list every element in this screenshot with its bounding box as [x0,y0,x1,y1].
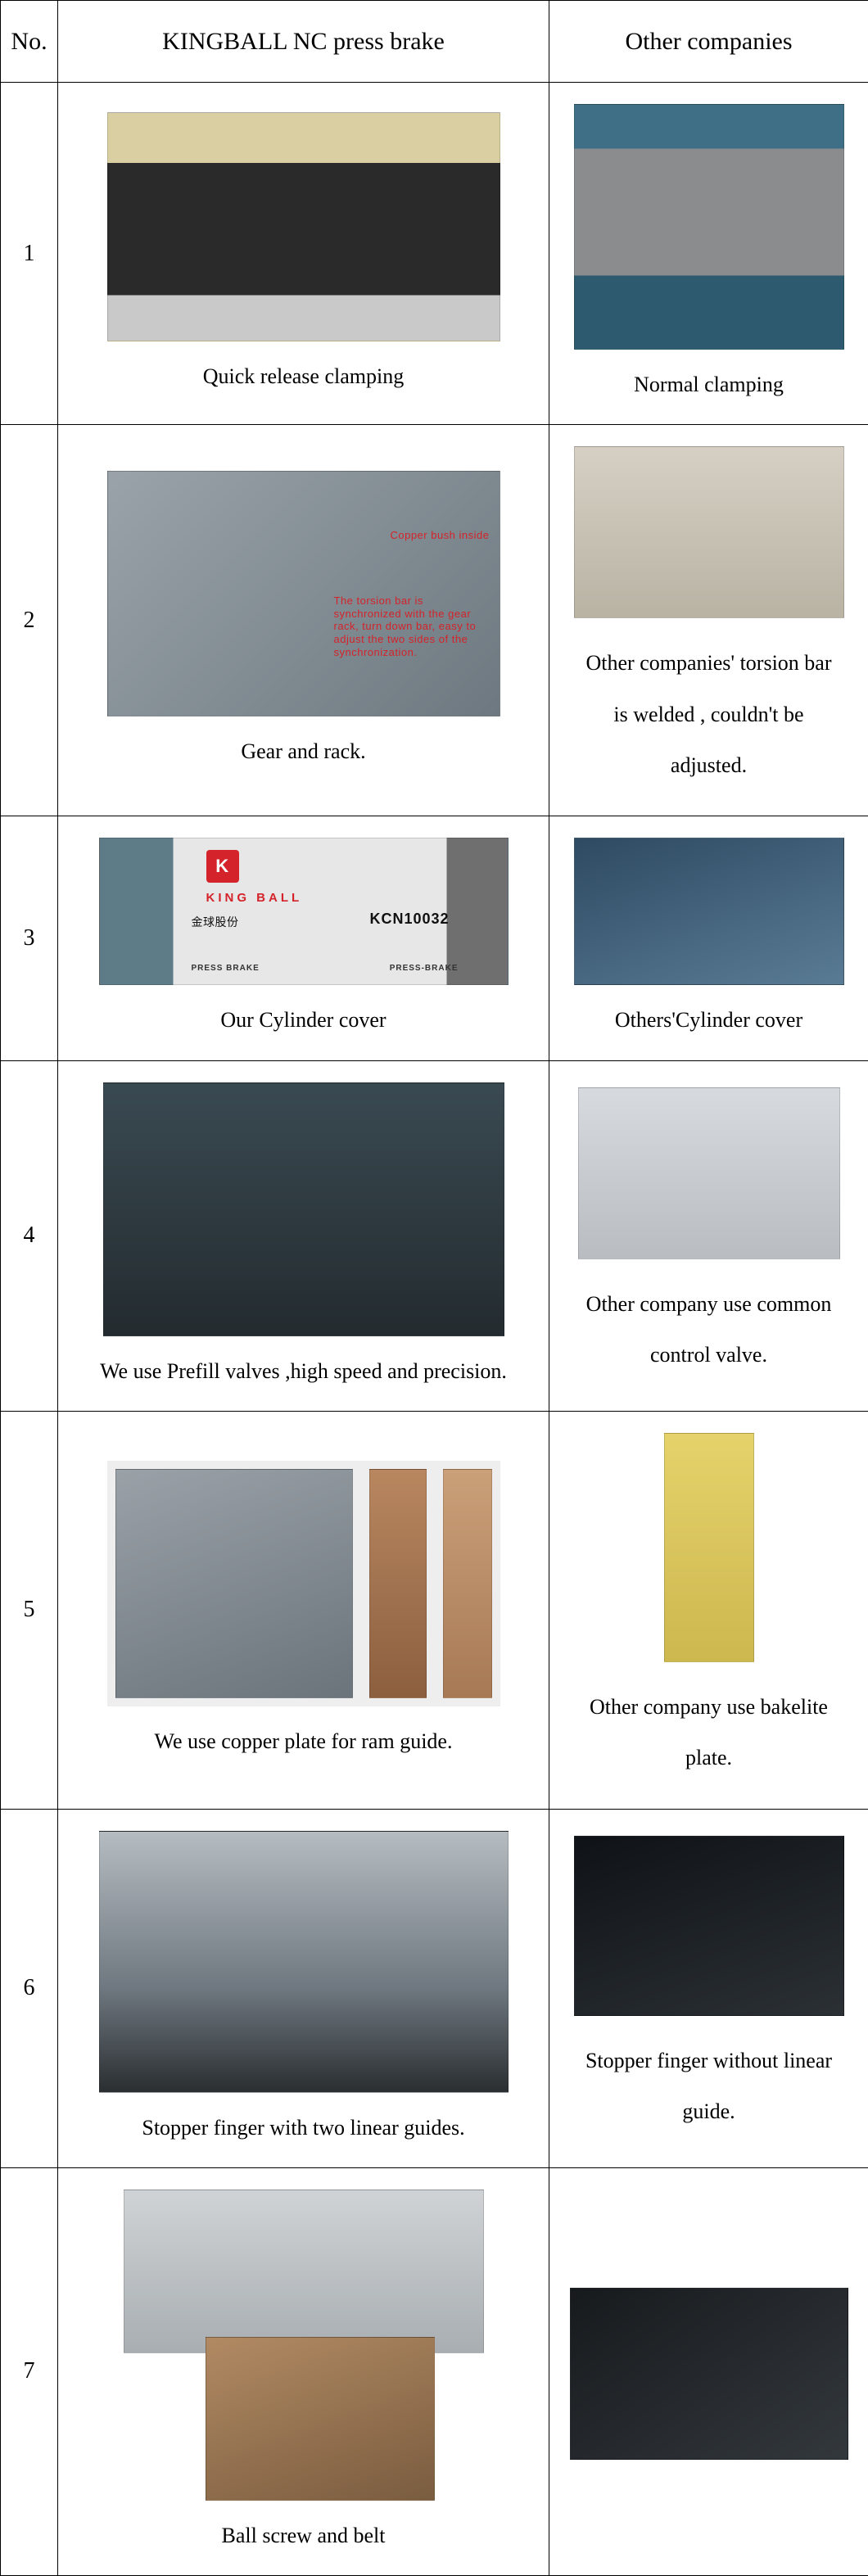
row-number: 3 [1,816,58,1060]
product-image [107,112,500,341]
model-text: KCN10032 [370,911,450,928]
product-image [107,1461,500,1706]
badge-text: PRESS BRAKE [192,964,260,973]
header-kingball: KINGBALL NC press brake [58,1,549,83]
table-row: 4 We use Prefill valves ,high speed and … [1,1060,868,1411]
table-row: 2 Copper bush inside The torsion bar is … [1,425,868,816]
row-number: 7 [1,2167,58,2575]
caption: Others'Cylinder cover [615,997,802,1043]
table-row: 1 Quick release clamping Normal clamping [1,83,868,425]
row-number: 6 [1,1809,58,2167]
caption: We use copper plate for ram guide. [155,1718,453,1765]
header-others: Other companies [549,1,868,83]
brand-text-cn: 金球股份 [192,914,239,930]
kingball-cell: We use copper plate for ram guide. [58,1411,549,1809]
header-row: No. KINGBALL NC press brake Other compan… [1,1,868,83]
kingball-cell: Stopper finger with two linear guides. [58,1809,549,2167]
product-subimage [369,1469,427,1698]
table-row: 7 Ball screw and belt [1,2167,868,2575]
comparison-table: No. KINGBALL NC press brake Other compan… [0,0,868,2576]
product-image [574,1836,844,2016]
kingball-cell: Copper bush inside The torsion bar is sy… [58,425,549,816]
product-subimage [124,2190,484,2353]
row-number: 1 [1,83,58,425]
row-number: 5 [1,1411,58,1809]
product-image [574,446,844,618]
others-cell: Others'Cylinder cover [549,816,868,1060]
product-image [570,2288,848,2460]
kingball-cell: K KING BALL 金球股份 KCN10032 PRESS BRAKE PR… [58,816,549,1060]
product-subimage [206,2337,435,2501]
row-number: 4 [1,1060,58,1411]
others-cell: Stopper finger without linear guide. [549,1809,868,2167]
product-image [574,838,844,985]
caption: Stopper finger without linear guide. [564,2027,853,2146]
product-image [99,1831,509,2093]
caption: Quick release clamping [203,353,404,400]
product-image [664,1433,754,1662]
product-image: K KING BALL 金球股份 KCN10032 PRESS BRAKE PR… [99,838,509,985]
table-row: 6 Stopper finger with two linear guides.… [1,1809,868,2167]
caption: Ball screw and belt [222,2512,386,2559]
others-cell: Other company use bakelite plate. [549,1411,868,1809]
badge-text: PRESS-BRAKE [390,964,459,973]
kingball-cell: We use Prefill valves ,high speed and pr… [58,1060,549,1411]
caption: Other company use bakelite plate. [564,1674,853,1792]
others-cell: Other company use common control valve. [549,1060,868,1411]
product-image [103,1082,504,1336]
caption: Normal clamping [634,361,784,408]
brand-logo-icon: K [206,850,239,883]
image-annotation: The torsion bar is synchronized with the… [334,594,490,658]
caption: Stopper finger with two linear guides. [142,2104,464,2151]
brand-text: KING BALL [206,891,303,905]
others-cell: Other companies' torsion bar is welded ,… [549,425,868,816]
kingball-cell: Ball screw and belt [58,2167,549,2575]
others-cell [549,2167,868,2575]
caption: We use Prefill valves ,high speed and pr… [100,1348,507,1394]
table-row: 3 K KING BALL 金球股份 KCN10032 PRESS BRAKE … [1,816,868,1060]
header-no: No. [1,1,58,83]
kingball-cell: Quick release clamping [58,83,549,425]
product-subimage [115,1469,353,1698]
caption: Gear and rack. [241,728,365,775]
caption: Other companies' torsion bar is welded ,… [564,630,853,799]
image-annotation: Copper bush inside [390,529,489,541]
product-image-group [124,2190,484,2501]
others-cell: Normal clamping [549,83,868,425]
product-image: Copper bush inside The torsion bar is sy… [107,471,500,716]
caption: Other company use common control valve. [564,1271,853,1390]
product-subimage [443,1469,492,1698]
product-image [574,104,844,350]
product-image [578,1087,840,1259]
caption: Our Cylinder cover [220,997,386,1043]
row-number: 2 [1,425,58,816]
table-row: 5 We use copper plate for ram guide. Oth… [1,1411,868,1809]
